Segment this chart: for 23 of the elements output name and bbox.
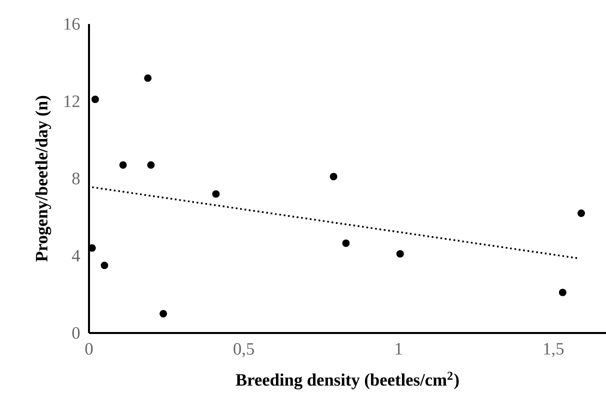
y-tick-label: 12 bbox=[64, 96, 80, 107]
x-tick-label: 0,5 bbox=[234, 343, 254, 358]
x-axis-title: Breeding density (beetles/cm$^{2}$) bbox=[236, 372, 459, 390]
point bbox=[100, 262, 108, 270]
y-tick-label: 16 bbox=[64, 18, 80, 30]
point bbox=[342, 239, 350, 247]
point bbox=[558, 288, 566, 296]
point bbox=[144, 74, 152, 82]
point bbox=[578, 210, 585, 217]
point bbox=[396, 250, 404, 258]
y-tick-label: 8 bbox=[72, 172, 80, 184]
y-axis-title: Progeny/beetle/day (n) bbox=[35, 96, 52, 262]
point bbox=[212, 190, 220, 198]
point bbox=[119, 161, 127, 169]
x-tick-label: 1 bbox=[396, 343, 402, 354]
x-tick-label: 0 bbox=[85, 343, 93, 355]
point bbox=[160, 310, 168, 318]
point bbox=[91, 96, 99, 104]
point bbox=[330, 172, 338, 180]
y-tick-label: 0 bbox=[72, 327, 80, 339]
x-tick-label: 1,5 bbox=[544, 343, 564, 358]
point bbox=[147, 161, 155, 169]
y-tick-label: 4 bbox=[72, 250, 80, 262]
